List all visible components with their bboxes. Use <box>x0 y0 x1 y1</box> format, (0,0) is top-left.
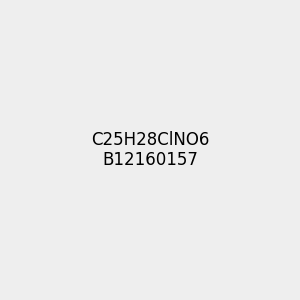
Text: C25H28ClNO6
B12160157: C25H28ClNO6 B12160157 <box>91 130 209 170</box>
